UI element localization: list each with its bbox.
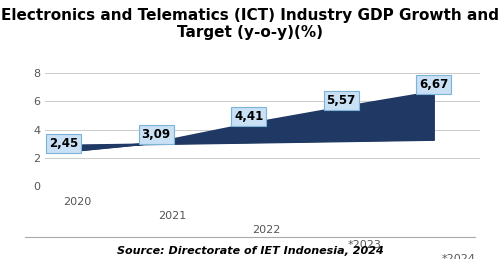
Text: *2024: *2024 — [442, 254, 476, 259]
Text: 6,67: 6,67 — [419, 78, 448, 91]
Text: 2,45: 2,45 — [49, 137, 78, 150]
Text: 2021: 2021 — [158, 211, 186, 221]
Text: 4,41: 4,41 — [234, 110, 263, 123]
Text: 3,09: 3,09 — [142, 128, 171, 141]
Text: *2023: *2023 — [347, 240, 381, 250]
Text: 2020: 2020 — [64, 197, 92, 207]
Text: 5,57: 5,57 — [326, 94, 356, 107]
Text: 2022: 2022 — [252, 225, 281, 235]
Text: Source: Directorate of IET Indonesia, 2024: Source: Directorate of IET Indonesia, 20… — [116, 246, 384, 256]
Text: Electronics and Telematics (ICT) Industry GDP Growth and
Target (y-o-y)(%): Electronics and Telematics (ICT) Industr… — [1, 8, 499, 40]
